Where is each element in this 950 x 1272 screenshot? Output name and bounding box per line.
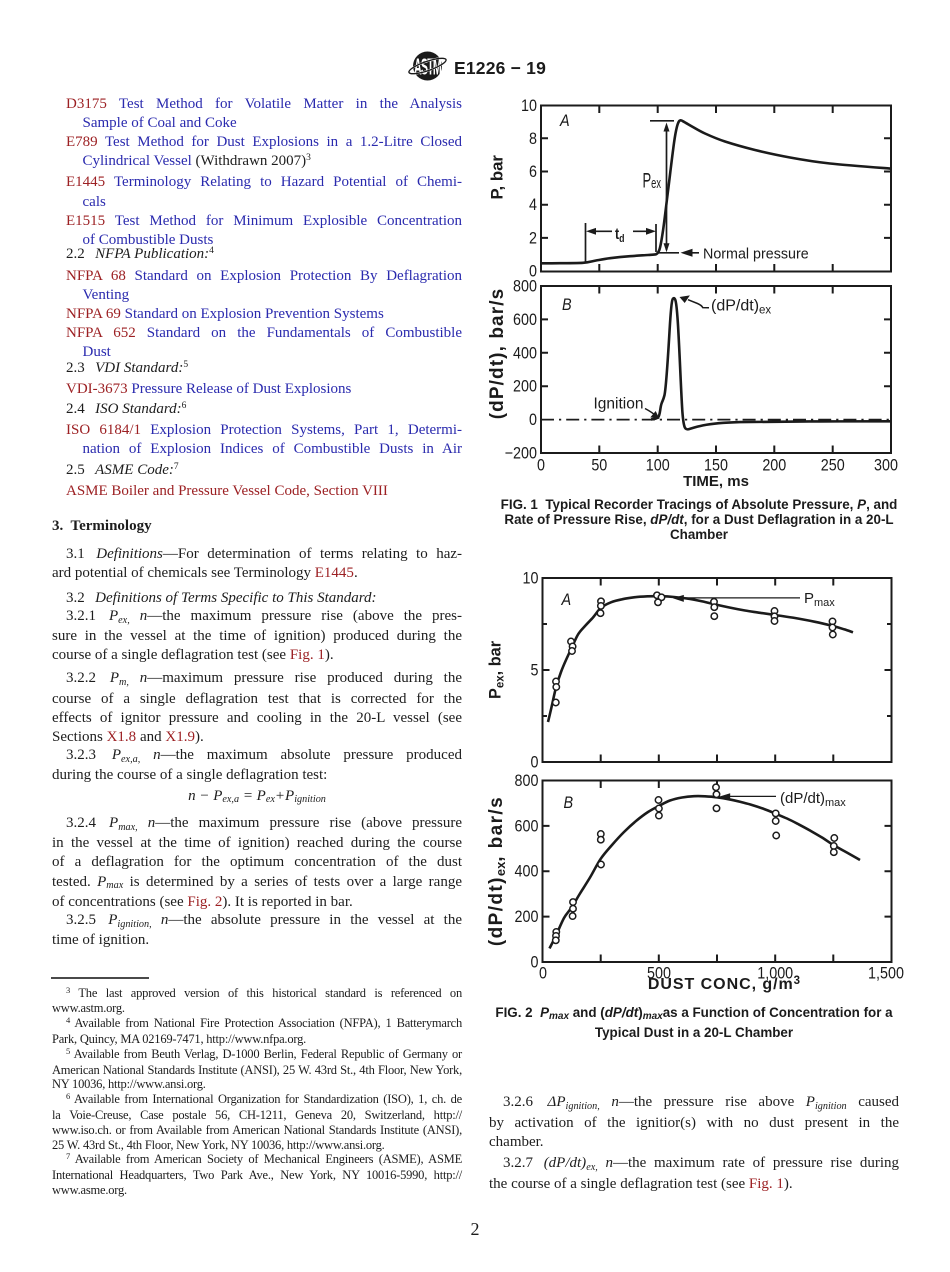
svg-text:P, bar: P, bar [488,155,507,200]
svg-text:400: 400 [515,863,539,881]
svg-text:(dP/dt)ex, bar/s: (dP/dt)ex, bar/s [486,796,508,946]
svg-text:(dP/dt)max: (dP/dt)max [780,790,846,809]
svg-text:300: 300 [874,457,898,475]
svg-text:8: 8 [529,130,537,148]
svg-text:800: 800 [515,772,539,790]
svg-text:150: 150 [704,457,728,475]
svg-text:DUST CONC, g/m3: DUST CONC, g/m3 [648,975,800,993]
svg-text:−200: −200 [505,445,537,463]
svg-text:400: 400 [513,344,537,362]
svg-text:Pex: Pex [643,168,662,192]
svg-text:(dP/dt), bar/s: (dP/dt), bar/s [487,288,508,420]
svg-text:TIME, ms: TIME, ms [683,473,749,490]
svg-text:0: 0 [539,964,547,982]
svg-text:800: 800 [513,278,537,296]
svg-text:4: 4 [529,196,537,214]
svg-text:0: 0 [531,954,539,972]
svg-text:0: 0 [529,411,537,429]
svg-text:600: 600 [513,311,537,329]
svg-text:200: 200 [515,908,539,926]
svg-text:0: 0 [529,263,537,281]
svg-text:1,500: 1,500 [868,964,904,982]
svg-text:100: 100 [646,457,670,475]
svg-text:1,000: 1,000 [757,964,793,982]
svg-text:50: 50 [591,457,607,475]
svg-text:A: A [559,112,570,130]
svg-text:td: td [615,225,625,246]
svg-text:Normal pressure: Normal pressure [703,247,809,263]
svg-text:6: 6 [529,163,537,181]
svg-text:A: A [561,591,572,609]
svg-text:2: 2 [529,230,537,248]
svg-text:200: 200 [762,457,786,475]
svg-text:250: 250 [821,457,845,475]
svg-text:200: 200 [513,378,537,396]
svg-text:5: 5 [531,662,539,680]
svg-text:B: B [564,794,574,812]
svg-text:600: 600 [515,818,539,836]
svg-text:B: B [562,296,572,314]
svg-text:Pex, bar: Pex, bar [487,640,507,699]
svg-text:0: 0 [537,457,545,475]
svg-text:10: 10 [523,570,539,588]
svg-text:10: 10 [521,97,537,115]
svg-text:Pmax: Pmax [804,590,835,609]
svg-text:(dP/dt)ex: (dP/dt)ex [711,298,771,317]
svg-text:500: 500 [647,964,671,982]
svg-text:0: 0 [531,754,539,772]
svg-text:Ignition: Ignition [594,396,644,413]
